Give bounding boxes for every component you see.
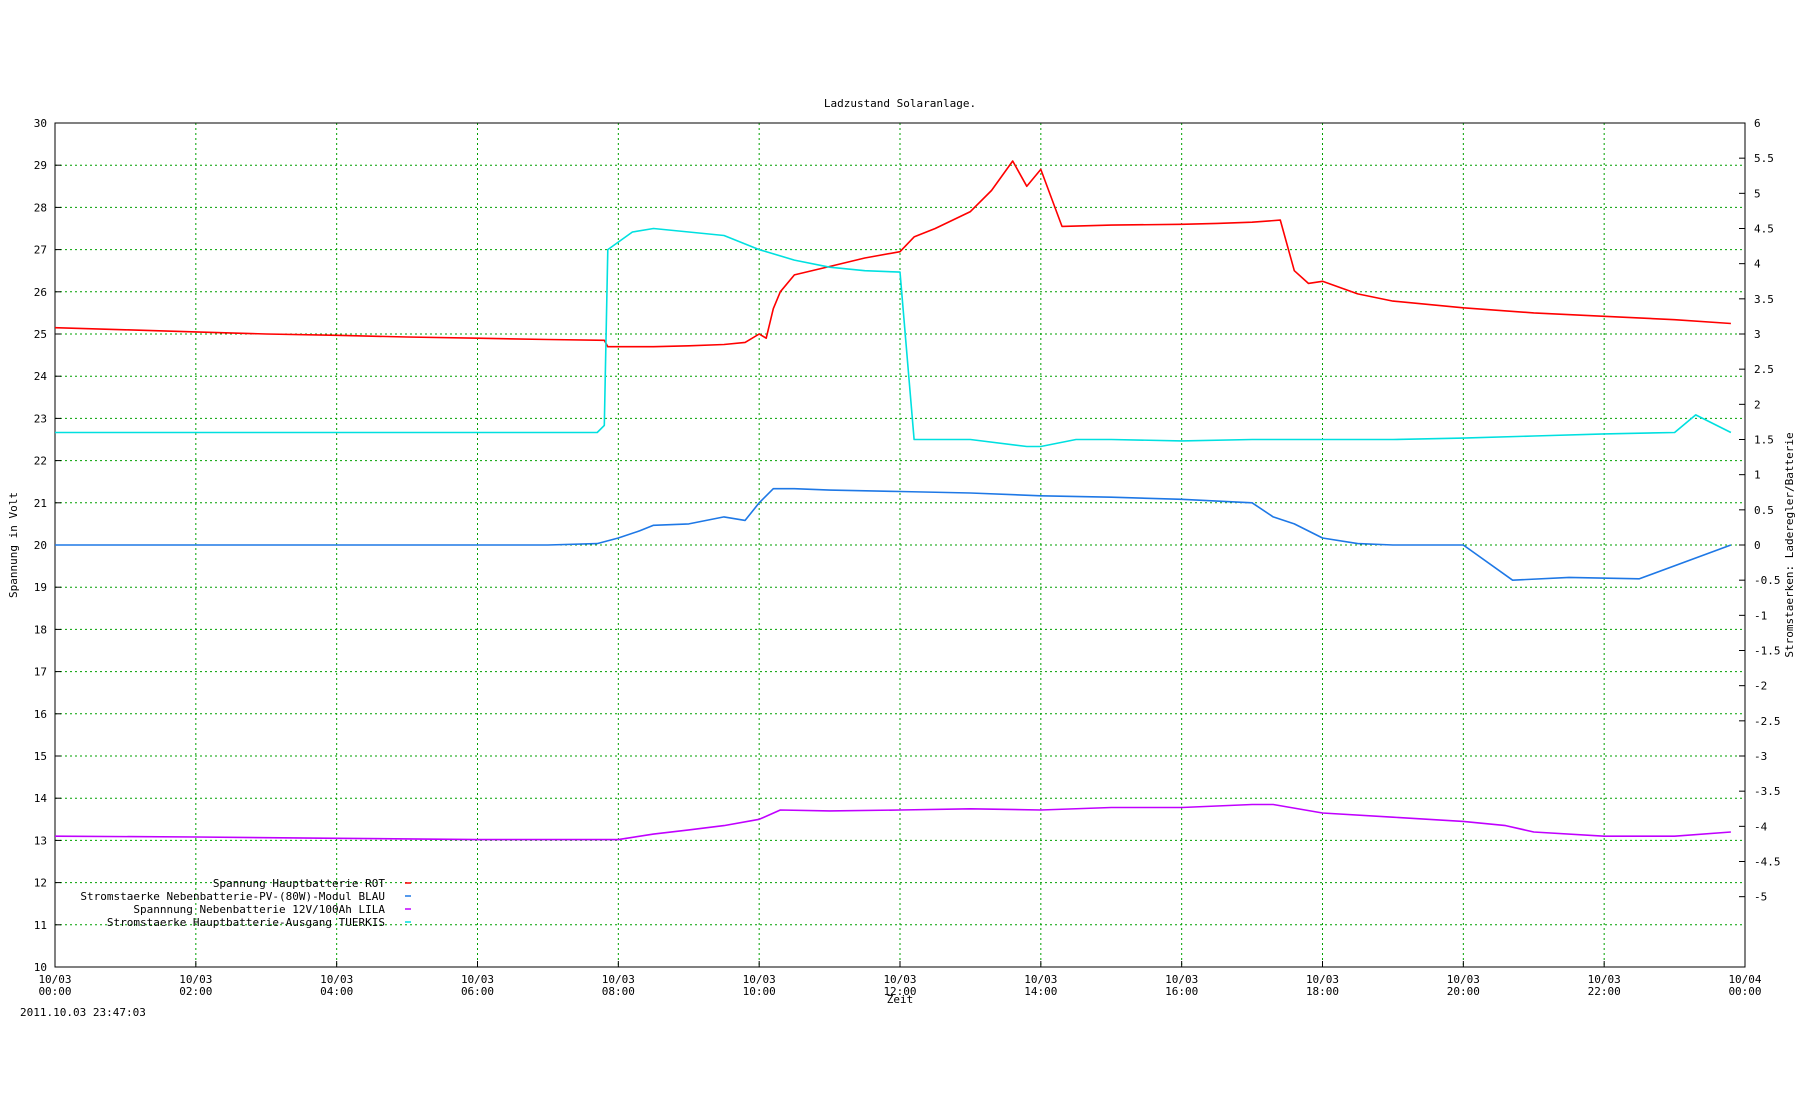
x-tick-label-date: 10/03	[1024, 973, 1057, 986]
y-tick-label: 10	[34, 961, 47, 974]
y2-tick-label: 1.5	[1754, 434, 1774, 447]
y2-tick-label: -2	[1754, 680, 1767, 693]
x-tick-label-time: 16:00	[1165, 985, 1198, 998]
y-tick-label: 26	[34, 286, 47, 299]
y2-tick-label: 2	[1754, 398, 1761, 411]
legend-label: Stromstaerke Hauptbatterie-Ausgang TUERK…	[107, 916, 385, 929]
x-tick-label-date: 10/03	[883, 973, 916, 986]
y2-tick-label: -0.5	[1754, 574, 1781, 587]
x-tick-label-time: 00:00	[38, 985, 71, 998]
y2-tick-label: -4	[1754, 820, 1768, 833]
y2-tick-label: 0	[1754, 539, 1761, 552]
y2-tick-label: 5.5	[1754, 152, 1774, 165]
y-tick-label: 30	[34, 117, 47, 130]
legend-label: Spannnung Nebenbatterie 12V/100Ah LILA	[133, 903, 385, 916]
y-tick-label: 20	[34, 539, 47, 552]
chart-title: Ladzustand Solaranlage.	[824, 97, 976, 110]
y2-tick-label: -4.5	[1754, 856, 1781, 869]
x-tick-label-time: 10:00	[743, 985, 776, 998]
y-tick-label: 13	[34, 834, 47, 847]
x-tick-label-date: 10/03	[179, 973, 212, 986]
y2-tick-label: 0.5	[1754, 504, 1774, 517]
x-tick-label-time: 02:00	[179, 985, 212, 998]
y-tick-label: 27	[34, 244, 47, 257]
y-tick-label: 24	[34, 370, 48, 383]
y-tick-label: 17	[34, 666, 47, 679]
series-line-4	[55, 227, 1732, 448]
x-tick-label-time: 00:00	[1728, 985, 1761, 998]
series-line-1	[54, 160, 1731, 348]
y-tick-label: 11	[34, 919, 47, 932]
y2-tick-label: 2.5	[1754, 363, 1774, 376]
y-tick-label: 28	[34, 201, 47, 214]
y-tick-label: 12	[34, 877, 47, 890]
y2-tick-label: -2.5	[1754, 715, 1781, 728]
x-tick-label-time: 06:00	[461, 985, 494, 998]
series-line-2	[55, 487, 1732, 582]
y-tick-label: 25	[34, 328, 47, 341]
series-layer	[54, 160, 1732, 841]
x-tick-label-date: 10/03	[1447, 973, 1480, 986]
y2-tick-label: 1	[1754, 469, 1761, 482]
series-line-3	[54, 803, 1731, 841]
y2-tick-label: 5	[1754, 187, 1761, 200]
tick-labels: 10/0300:0010/0302:0010/0304:0010/0306:00…	[34, 117, 1781, 998]
x-axis-label: Zeit	[887, 993, 914, 1006]
x-tick-label-time: 08:00	[602, 985, 635, 998]
y2-tick-label: -3	[1754, 750, 1767, 763]
y2-axis-label: Stromstaerken: Laderegler/Batterie	[1783, 432, 1796, 657]
y-tick-label: 16	[34, 708, 47, 721]
y2-tick-label: -1	[1754, 609, 1767, 622]
x-tick-label-date: 10/04	[1728, 973, 1761, 986]
y-tick-label: 19	[34, 581, 47, 594]
x-tick-label-time: 14:00	[1024, 985, 1057, 998]
x-tick-label-time: 18:00	[1306, 985, 1339, 998]
x-tick-label-date: 10/03	[743, 973, 776, 986]
legend-label: Spannung Hauptbatterie ROT	[213, 877, 386, 890]
x-tick-label-date: 10/03	[461, 973, 494, 986]
x-tick-label-time: 04:00	[320, 985, 353, 998]
x-tick-label-date: 10/03	[602, 973, 635, 986]
y-tick-label: 14	[34, 792, 48, 805]
y2-tick-label: 3	[1754, 328, 1761, 341]
timestamp: 2011.10.03 23:47:03	[20, 1006, 146, 1019]
x-tick-label-date: 10/03	[1306, 973, 1339, 986]
y-tick-label: 29	[34, 159, 47, 172]
y-axis-label: Spannung in Volt	[7, 492, 20, 598]
legend-label: Stromstaerke Nebenbatterie-PV-(80W)-Modu…	[80, 890, 385, 903]
y2-tick-label: 6	[1754, 117, 1761, 130]
y-tick-label: 22	[34, 455, 47, 468]
y-tick-label: 23	[34, 412, 47, 425]
y-tick-label: 18	[34, 623, 47, 636]
x-tick-label-date: 10/03	[1165, 973, 1198, 986]
x-tick-label-date: 10/03	[38, 973, 71, 986]
x-tick-label-date: 10/03	[1588, 973, 1621, 986]
y2-tick-label: -1.5	[1754, 645, 1781, 658]
y-tick-label: 15	[34, 750, 47, 763]
x-tick-label-time: 22:00	[1588, 985, 1621, 998]
y2-tick-label: 4.5	[1754, 223, 1774, 236]
y2-tick-label: -5	[1754, 891, 1767, 904]
x-tick-label-time: 12:00	[883, 985, 916, 998]
x-tick-label-date: 10/03	[320, 973, 353, 986]
x-tick-label-time: 20:00	[1447, 985, 1480, 998]
y2-tick-label: -3.5	[1754, 785, 1781, 798]
y2-tick-label: 4	[1754, 258, 1761, 271]
y2-tick-label: 3.5	[1754, 293, 1774, 306]
y-tick-label: 21	[34, 497, 47, 510]
